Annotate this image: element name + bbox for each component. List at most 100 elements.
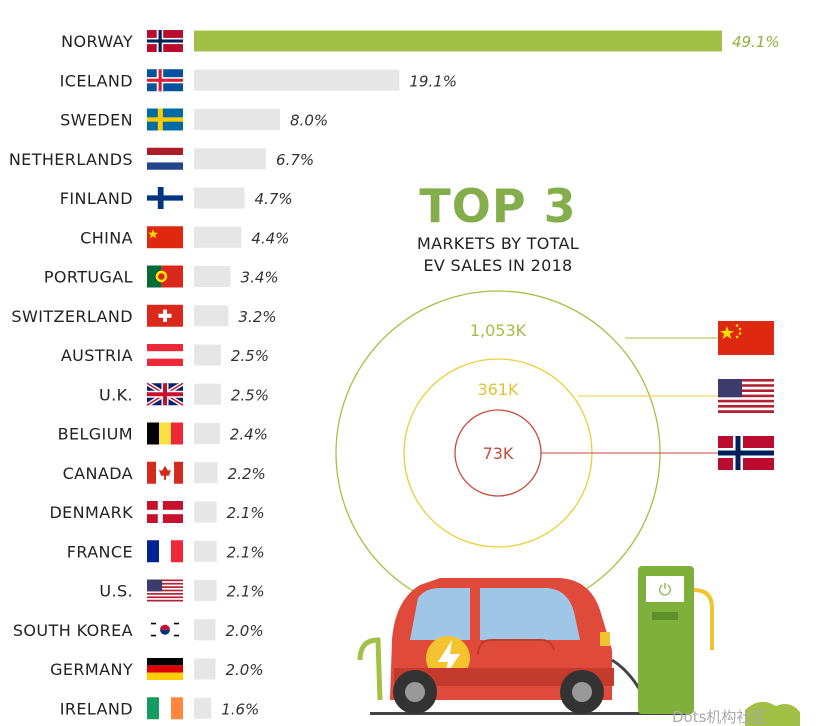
value-label: 2.1% [227, 583, 265, 601]
bar-row: CHINA 4.4% [80, 226, 289, 249]
bar [194, 109, 281, 130]
watermark-text: Dots机构社区 [672, 708, 766, 726]
bar [194, 69, 400, 91]
country-label: U.K. [99, 385, 133, 404]
bar-row: PORTUGAL 3.4% [44, 265, 279, 288]
country-label: U.S. [99, 582, 133, 601]
value-label: 3.4% [241, 269, 279, 287]
bar [194, 697, 212, 719]
value-label: 2.5% [231, 347, 269, 365]
value-label: 2.1% [227, 543, 265, 561]
south-korea-flag [147, 618, 183, 641]
us-flag [147, 579, 183, 602]
bar [194, 462, 218, 484]
us-flag-large [718, 379, 774, 413]
bar-row: IRELAND 1.6% [60, 697, 259, 720]
bar [194, 501, 217, 523]
bar-row: U.S. 2.1% [99, 579, 265, 602]
bar [194, 580, 217, 601]
finland-flag [147, 187, 183, 209]
market-label-3: 73K [483, 444, 514, 463]
value-label: 2.0% [226, 622, 264, 640]
iceland-flag [147, 69, 183, 92]
svg-text:⏻: ⏻ [659, 580, 672, 599]
bar-row: GERMANY 2.0% [50, 658, 264, 680]
value-label: 19.1% [409, 72, 457, 90]
value-label: 2.4% [230, 426, 268, 444]
country-label: CANADA [63, 464, 133, 483]
norway-flag-large [718, 436, 774, 470]
bar-row: FRANCE 2.1% [67, 540, 265, 563]
value-label: 8.0% [290, 112, 328, 130]
top3-subtitle-line1: MARKETS BY TOTAL [417, 234, 579, 253]
country-label: CHINA [80, 228, 133, 247]
bar [194, 305, 229, 327]
bar [194, 540, 217, 562]
value-label: 6.7% [276, 151, 314, 169]
country-label: FINLAND [60, 189, 133, 208]
china-flag-large [718, 321, 774, 355]
austria-flag [147, 344, 183, 366]
bar-row: BELGIUM 2.4% [58, 422, 268, 445]
bar-row: AUSTRIA 2.5% [61, 344, 269, 366]
norway-flag [147, 30, 183, 52]
germany-flag [147, 658, 183, 680]
sweden-flag [147, 108, 183, 131]
portugal-flag [147, 265, 183, 288]
market-label-2: 361K [477, 380, 519, 399]
value-label: 2.5% [231, 386, 269, 404]
bar-row: DENMARK 2.1% [49, 501, 265, 523]
bar-row: CANADA 2.2% [63, 461, 266, 484]
bar [194, 344, 221, 366]
bar-row: NETHERLANDS 6.7% [9, 147, 314, 170]
bar [194, 226, 242, 248]
value-label: 3.2% [238, 308, 276, 326]
netherlands-flag [147, 147, 183, 170]
bar-row: U.K. 2.5% [99, 381, 269, 408]
country-label: SWEDEN [60, 111, 133, 130]
uk-flag [145, 381, 185, 408]
bar [194, 148, 267, 170]
denmark-flag [147, 501, 183, 523]
top3-subtitle-line2: EV SALES IN 2018 [423, 256, 572, 275]
bar [194, 187, 245, 209]
country-label: DENMARK [49, 503, 133, 522]
ireland-flag [147, 697, 183, 720]
country-label: BELGIUM [58, 425, 133, 444]
bar [194, 266, 231, 287]
bar-rows: NORWAY 49.1% ICELAND 19.1% SWEDEN 8.0% NETHERL… [9, 30, 780, 720]
country-label: ICELAND [60, 71, 133, 90]
bar [194, 658, 216, 680]
bar-row: NORWAY 49.1% [61, 30, 780, 52]
value-label: 2.1% [227, 504, 265, 522]
country-label: FRANCE [67, 542, 133, 561]
bar-row: SWEDEN 8.0% [60, 108, 328, 131]
country-label: NORWAY [61, 32, 133, 51]
market-label-1: 1,053K [470, 321, 527, 340]
value-label: 1.6% [221, 700, 259, 718]
country-label: NETHERLANDS [9, 150, 133, 169]
value-label: 4.7% [255, 190, 293, 208]
bar-row: ICELAND 19.1% [60, 69, 457, 92]
belgium-flag [147, 422, 183, 445]
country-label: AUSTRIA [61, 346, 133, 365]
country-label: GERMANY [50, 660, 133, 679]
bar-row: SOUTH KOREA 2.0% [13, 618, 264, 641]
country-label: SWITZERLAND [11, 307, 133, 326]
canada-flag [147, 461, 183, 484]
bar [194, 423, 220, 444]
top3-title: TOP 3 [419, 179, 576, 233]
china-flag [147, 226, 183, 249]
country-label: SOUTH KOREA [13, 621, 133, 640]
bar [194, 383, 221, 405]
country-label: IRELAND [60, 699, 133, 718]
value-label: 2.2% [228, 465, 266, 483]
country-label: PORTUGAL [44, 268, 133, 287]
value-label: 4.4% [251, 229, 289, 247]
value-label: 2.0% [226, 661, 264, 679]
bar-row: FINLAND 4.7% [60, 187, 293, 209]
bar [194, 619, 216, 641]
switzerland-flag [147, 304, 183, 327]
